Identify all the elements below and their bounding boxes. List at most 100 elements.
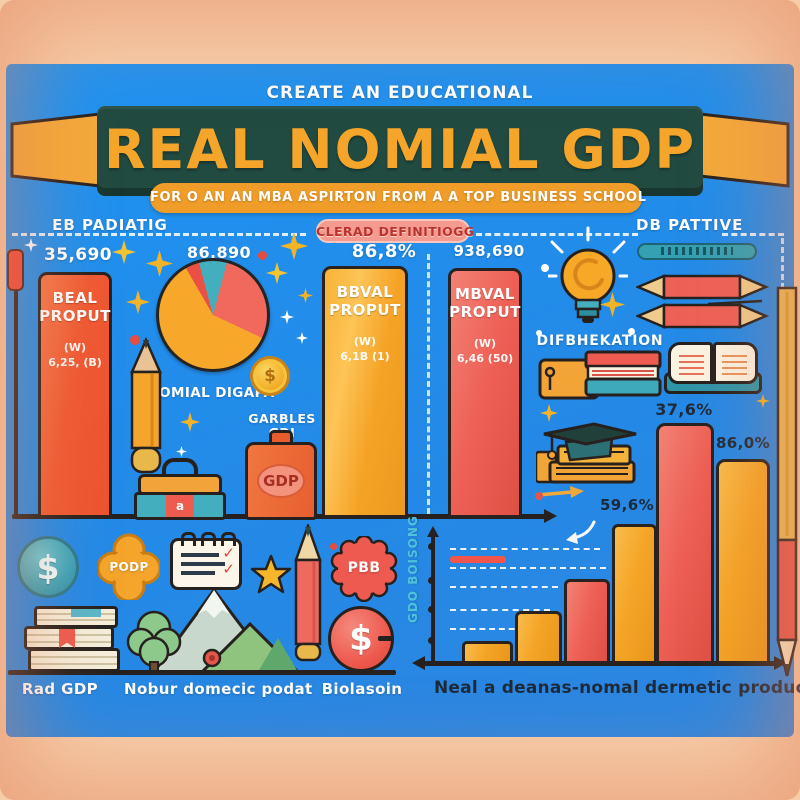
clover-badge-icon bbox=[98, 533, 160, 600]
gridline bbox=[450, 586, 558, 588]
axis-marker-pin bbox=[7, 249, 24, 291]
garbles-label-1: GARBLES bbox=[248, 411, 316, 426]
red-bar-title1: MBVAL bbox=[454, 285, 515, 303]
notepad-icon: ✓ ✓ bbox=[170, 532, 242, 590]
guide-dash-middle bbox=[476, 233, 638, 236]
guide-dash-vertical-mid bbox=[427, 254, 430, 514]
book-stack-icon bbox=[538, 350, 662, 400]
bottom-chart-y-label: GDO BOISONG bbox=[406, 515, 420, 623]
book-band bbox=[71, 609, 101, 617]
white-dot bbox=[628, 328, 635, 335]
notepad-checkmarks: ✓ ✓ bbox=[222, 544, 235, 578]
definitions-pill bbox=[316, 219, 470, 243]
y-axis-arrowhead bbox=[426, 526, 439, 537]
red-pencil-icon bbox=[294, 524, 322, 662]
value-left-bar: 35,690 bbox=[43, 245, 112, 265]
value-middle-bar: 86,8% bbox=[351, 241, 417, 262]
middle-bar-title2: PROPUT bbox=[329, 301, 401, 319]
open-book-left-page bbox=[668, 342, 713, 384]
teal-dollar-coin-icon: $ bbox=[36, 547, 60, 587]
notepad-line bbox=[181, 571, 215, 575]
sparkle-icon bbox=[176, 446, 187, 457]
gold-arrow-icon bbox=[535, 486, 584, 500]
pie-chart bbox=[156, 258, 270, 372]
legend-red-dash bbox=[450, 556, 506, 563]
growth-bar-2 bbox=[515, 611, 562, 664]
pct-label-small: 59,6% bbox=[599, 496, 655, 514]
pie-label: NOMIAL DIGAPA bbox=[147, 385, 275, 401]
pct-label-mid: 86,0% bbox=[715, 434, 771, 452]
mountain-scene-icon bbox=[126, 587, 298, 675]
left-bar-title1: BEAL bbox=[52, 289, 98, 307]
axis-tick bbox=[428, 637, 435, 644]
left-chart-y-axis bbox=[14, 264, 18, 518]
subtitle-pill bbox=[150, 183, 642, 213]
guide-dash-right bbox=[722, 233, 784, 236]
curved-arrow-icon bbox=[566, 520, 596, 544]
scallop-badge-text: PBB bbox=[347, 560, 381, 576]
notepad-line bbox=[181, 553, 219, 557]
gdp-badge-text: GDP bbox=[263, 472, 299, 490]
gridline bbox=[450, 548, 600, 550]
growth-bar-3 bbox=[564, 579, 610, 664]
definitions-pill-text: CLERAD DEFINITIOGG bbox=[316, 224, 475, 239]
left-bar-sub1: (W) bbox=[63, 341, 87, 354]
axis-tick bbox=[428, 577, 435, 584]
guide-dash-left bbox=[12, 233, 306, 236]
ground-line bbox=[8, 670, 396, 675]
axis-tick bbox=[428, 606, 435, 613]
section-heading-left: EB PADIATIG bbox=[52, 216, 168, 234]
bookmark bbox=[59, 629, 75, 648]
coin-dash bbox=[378, 636, 394, 641]
x-axis-left-arrowhead bbox=[412, 656, 425, 670]
red-bar-sub2: 6,46 (50) bbox=[456, 352, 514, 365]
marker-pen-icon bbox=[637, 243, 757, 260]
notepad-line bbox=[181, 562, 225, 566]
notepad-ring bbox=[201, 532, 216, 546]
left-gdp-bar: BEAL PROPUT (W) 6,25, (B) bbox=[38, 272, 112, 518]
star-icon bbox=[250, 554, 292, 594]
axis-tick bbox=[428, 543, 435, 550]
growth-bar-5 bbox=[656, 423, 714, 664]
growth-bar-1 bbox=[462, 641, 513, 664]
bottom-chart-caption: Neal a deanas-nomal dermetic product bbox=[434, 678, 800, 698]
lightbulb-icon bbox=[548, 226, 628, 323]
red-dot bbox=[130, 335, 140, 345]
white-dot bbox=[536, 330, 542, 336]
red-dot bbox=[330, 543, 337, 550]
ribbon-tail-right bbox=[698, 112, 790, 188]
differentiation-label: DIFBHEKATION bbox=[536, 333, 664, 349]
left-bar-sub2: 6,25, (B) bbox=[48, 356, 102, 369]
middle-bar-title1: BBVAL bbox=[336, 283, 394, 301]
red-bar-sub1: (W) bbox=[473, 337, 497, 350]
page-lines bbox=[722, 351, 747, 375]
notepad-ring bbox=[221, 532, 236, 546]
growth-bar-4 bbox=[612, 524, 657, 664]
poster-title: REAL NOMIAL GDP bbox=[103, 118, 697, 181]
pencil-icon bbox=[130, 336, 162, 474]
scallop-badge-icon bbox=[330, 536, 398, 602]
x-axis-arrowhead bbox=[544, 509, 557, 523]
red-gdp-bar: MBVAL PROPUT (W) 6,46 (50) bbox=[448, 268, 522, 518]
red-dot bbox=[258, 251, 267, 260]
white-dot bbox=[541, 264, 549, 272]
pen-ticks bbox=[661, 247, 733, 255]
book-spine-3 bbox=[28, 648, 120, 672]
middle-gdp-bar: BBVAL PROPUT (W) 6,1B (1) bbox=[322, 266, 408, 518]
title-banner bbox=[97, 106, 703, 196]
gold-coin-icon: $ bbox=[250, 356, 290, 396]
kicker-text: CREATE AN EDUCATIONAL bbox=[266, 83, 534, 103]
book-spine-2 bbox=[24, 626, 114, 650]
glossary-label-3: Biolasoin bbox=[321, 680, 403, 698]
growth-bar-6 bbox=[716, 459, 770, 664]
glossary-label-2: Nobur domecic podat bbox=[124, 680, 313, 698]
double-pencils-icon bbox=[636, 274, 770, 329]
pct-label-tall: 37,6% bbox=[655, 400, 713, 419]
briefcase-handle bbox=[162, 458, 198, 478]
subtitle-text: FOR O AN AN MBA ASPIRTON FROM A A TOP BU… bbox=[150, 190, 647, 205]
graduation-cap-icon bbox=[536, 422, 637, 484]
section-heading-right: DB PATTIVE bbox=[636, 216, 744, 234]
middle-bar-sub1: (W) bbox=[353, 335, 377, 348]
page-lines bbox=[679, 351, 704, 375]
middle-bar-sub2: 6,1B (1) bbox=[340, 350, 390, 363]
